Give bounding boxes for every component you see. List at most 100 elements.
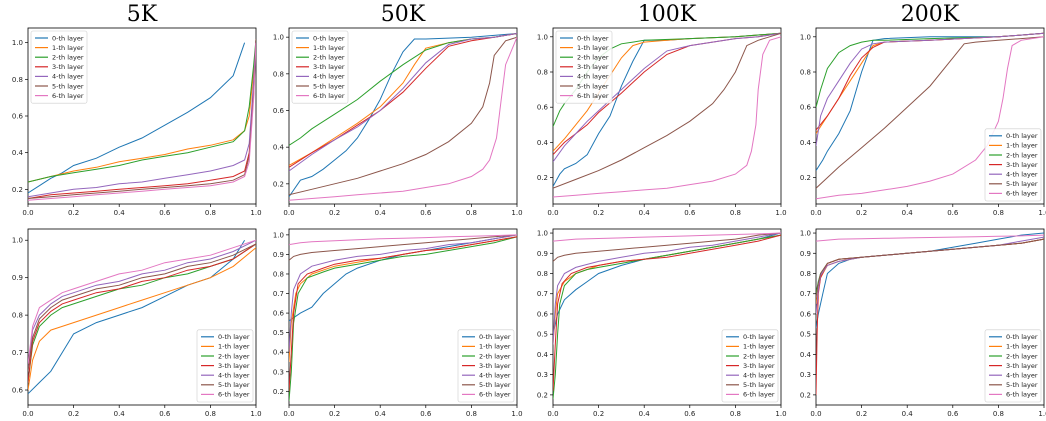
y-tick-label: 0.2	[537, 174, 548, 182]
series-line-2	[289, 236, 517, 402]
legend-label: 2-th layer	[218, 352, 250, 360]
chart-title: 200K	[901, 2, 960, 27]
y-tick-label: 0.6	[12, 387, 24, 395]
x-tick-label: 0.0	[22, 209, 33, 217]
legend-label: 5-th layer	[52, 82, 84, 90]
legend-label: 5-th layer	[1006, 180, 1038, 188]
series-line-6	[816, 36, 1044, 200]
legend-label: 1-th layer	[52, 44, 84, 52]
axes-frame	[552, 27, 782, 205]
series-line-6	[553, 36, 781, 198]
y-tick-label: 0.2	[537, 391, 548, 399]
x-tick-label: 0.8	[993, 410, 1004, 418]
legend-box	[457, 329, 515, 403]
chart-panel-0: 5K 0.0 0.2 0.4 0.6 0.8 1.0 0.2 0.4 0.6 0.8 1.0 0-th …	[12, 2, 262, 217]
legend-label: 3-th layer	[313, 63, 345, 71]
y-tick-label: 1.0	[537, 33, 548, 41]
legend-box	[984, 128, 1042, 202]
legend-label: 2-th layer	[479, 352, 511, 360]
x-tick-label: 0.4	[114, 209, 126, 217]
legend-label: 0-th layer	[1006, 333, 1038, 341]
y-tick-label: 0.6	[12, 113, 24, 121]
axes-frame	[815, 228, 1045, 406]
chart-panel-5: 0.0 0.2 0.4 0.6 0.8 1.0 0.2 0.3 0.4 0.5 0.6 0.7 0.8 0…	[273, 228, 523, 418]
series-line-3	[289, 33, 517, 168]
y-tick-label: 0.9	[12, 274, 23, 282]
legend-label: 5-th layer	[743, 381, 775, 389]
series-line-5	[28, 243, 256, 372]
legend-box	[196, 329, 254, 403]
chart-panel-4: 0.0 0.2 0.4 0.6 0.8 1.0 0.6 0.7 0.8 0.9 1.0 0-th la…	[12, 228, 262, 418]
series-line-6	[816, 234, 1044, 242]
legend-label: 1-th layer	[743, 343, 775, 351]
y-tick-label: 0.5	[273, 329, 284, 337]
chart-panel-2: 100K 0.0 0.2 0.4 0.6 0.8 1.0 0.2 0.4 0.6 0.8 1.0 0-t…	[537, 2, 787, 217]
x-tick-label: 0.6	[947, 410, 959, 418]
series-line-0	[289, 234, 517, 322]
y-tick-label: 0.8	[12, 312, 23, 320]
legend-box	[555, 30, 613, 104]
y-tick-label: 0.7	[12, 349, 23, 357]
legend-label: 3-th layer	[218, 362, 250, 370]
legend-label: 6-th layer	[1006, 391, 1038, 399]
series-line-0	[816, 232, 1044, 329]
y-tick-label: 0.4	[537, 139, 549, 147]
legend-label: 1-th layer	[313, 44, 345, 52]
series-line-2	[28, 243, 256, 383]
series-line-4	[289, 234, 517, 353]
series-line-5	[816, 238, 1044, 298]
series-line-5	[553, 32, 781, 189]
x-tick-label: 0.8	[993, 209, 1004, 217]
y-tick-label: 0.3	[273, 368, 284, 376]
y-tick-label: 0.4	[12, 149, 24, 157]
y-tick-label: 0.5	[537, 331, 548, 339]
series-line-1	[28, 42, 256, 183]
series-line-4	[553, 32, 781, 163]
y-tick-label: 0.5	[800, 331, 811, 339]
y-tick-label: 0.6	[800, 310, 812, 318]
x-tick-label: 0.8	[205, 209, 216, 217]
series-line-1	[816, 32, 1044, 134]
series-line-3	[289, 236, 517, 392]
x-tick-label: 0.2	[856, 410, 867, 418]
y-tick-label: 0.6	[537, 104, 549, 112]
y-tick-label: 0.8	[537, 270, 548, 278]
y-tick-label: 0.9	[273, 251, 284, 259]
legend-label: 5-th layer	[577, 82, 609, 90]
y-tick-label: 0.9	[800, 250, 811, 258]
x-tick-label: 0.6	[159, 209, 171, 217]
axes-frame	[288, 27, 518, 205]
legend-label: 6-th layer	[479, 391, 511, 399]
series-line-2	[28, 38, 256, 183]
y-tick-label: 0.9	[537, 250, 548, 258]
legend-label: 4-th layer	[479, 372, 511, 380]
x-tick-label: 0.8	[466, 410, 477, 418]
x-tick-label: 0.2	[593, 410, 604, 418]
y-tick-label: 0.3	[800, 371, 811, 379]
legend-label: 3-th layer	[577, 63, 609, 71]
x-tick-label: 0.4	[114, 410, 126, 418]
x-tick-label: 0.0	[283, 209, 294, 217]
legend-label: 6-th layer	[218, 391, 250, 399]
x-tick-label: 0.8	[730, 410, 741, 418]
x-tick-label: 1.0	[775, 410, 786, 418]
x-tick-label: 0.4	[375, 410, 387, 418]
x-tick-label: 0.6	[420, 410, 432, 418]
legend-label: 3-th layer	[1006, 161, 1038, 169]
series-line-6	[28, 239, 256, 364]
chart-panel-1: 50K 0.0 0.2 0.4 0.6 0.8 1.0 0.2 0.4 0.6 0.8 1.0 0-th…	[273, 2, 523, 217]
axes-frame	[815, 27, 1045, 205]
series-line-3	[28, 38, 256, 199]
y-tick-label: 1.0	[537, 230, 548, 238]
y-tick-label: 1.0	[800, 33, 811, 41]
legend-box	[721, 329, 779, 403]
legend-label: 0-th layer	[743, 333, 775, 341]
legend-label: 3-th layer	[479, 362, 511, 370]
series-line-4	[289, 33, 517, 172]
x-tick-label: 0.6	[159, 410, 171, 418]
y-tick-label: 0.8	[800, 69, 811, 77]
